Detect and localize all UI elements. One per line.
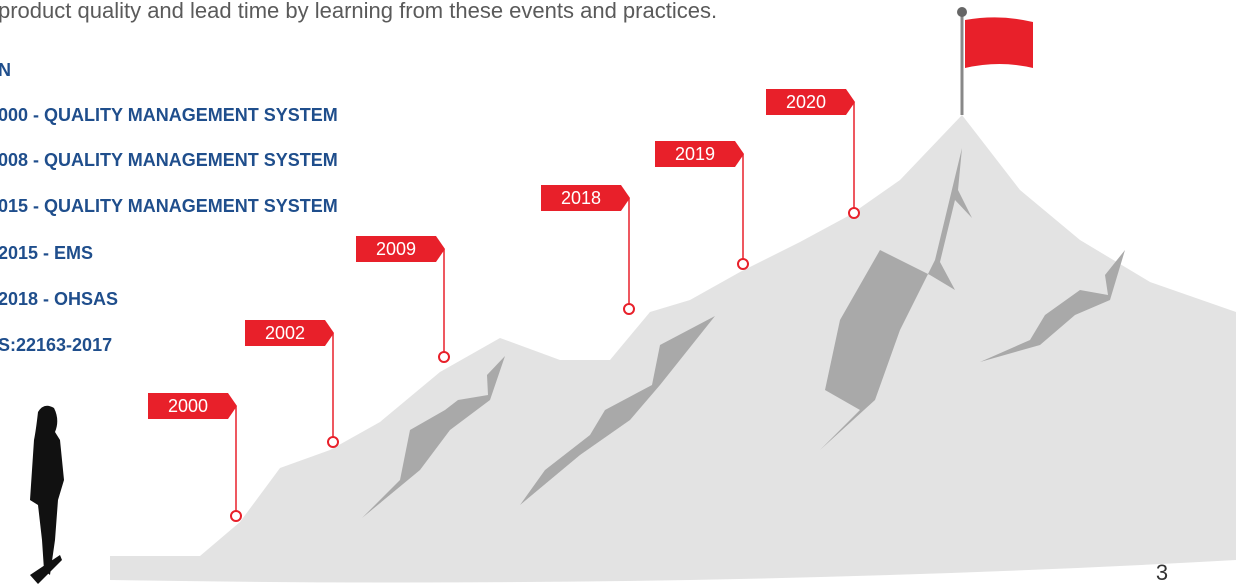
milestone: 2009	[356, 236, 449, 362]
standards-list: N 000 - QUALITY MANAGEMENT SYSTEM 008 - …	[0, 60, 338, 355]
milestone-point	[439, 352, 449, 362]
milestone-year: 2020	[786, 92, 826, 112]
milestone-year: 2018	[561, 188, 601, 208]
list-item: S:22163-2017	[0, 335, 112, 355]
milestone-year: 2009	[376, 239, 416, 259]
mountain	[110, 115, 1236, 583]
milestone: 2002	[245, 320, 338, 447]
milestone-point	[738, 259, 748, 269]
flag-pole-top	[957, 7, 967, 17]
list-item: 008 - QUALITY MANAGEMENT SYSTEM	[0, 150, 338, 170]
list-item: 2018 - OHSAS	[0, 289, 118, 309]
milestone-year: 2019	[675, 144, 715, 164]
list-item: 000 - QUALITY MANAGEMENT SYSTEM	[0, 105, 338, 125]
milestone: 2019	[655, 141, 748, 269]
milestone-year: 2002	[265, 323, 305, 343]
milestone-point	[849, 208, 859, 218]
list-item: 2015 - EMS	[0, 243, 93, 263]
list-item: 015 - QUALITY MANAGEMENT SYSTEM	[0, 196, 338, 216]
list-item: N	[0, 60, 11, 80]
milestone-year: 2000	[168, 396, 208, 416]
milestone: 2018	[541, 185, 634, 314]
milestone-point	[328, 437, 338, 447]
summit-flag	[957, 7, 1033, 115]
slide: product quality and lead time by learnin…	[0, 0, 1236, 584]
page-number: 3	[1156, 560, 1168, 584]
intro-text: product quality and lead time by learnin…	[0, 0, 717, 23]
milestone-point	[624, 304, 634, 314]
milestone-point	[231, 511, 241, 521]
person-silhouette	[30, 406, 64, 584]
flag	[965, 17, 1033, 68]
milestone: 2020	[766, 89, 859, 218]
milestone: 2000	[148, 393, 241, 521]
